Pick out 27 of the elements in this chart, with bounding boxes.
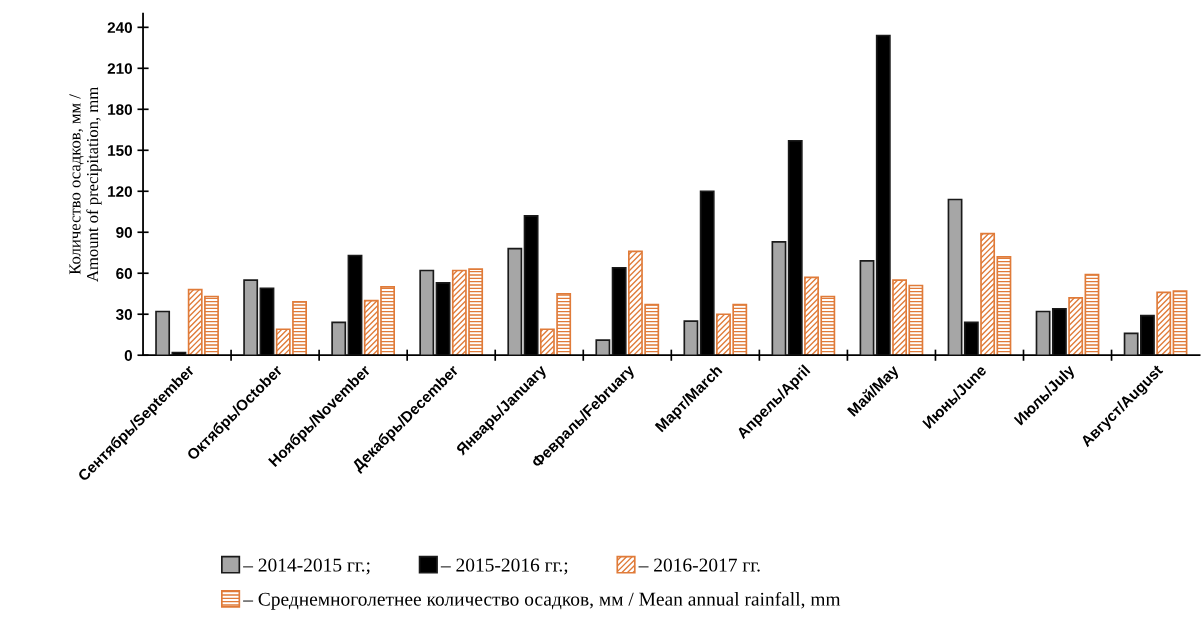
bar [331,321,347,356]
bar [1084,273,1100,356]
y-tick-label: 150 [108,145,132,156]
legend-label: – 2014-2015 гг.; [243,558,370,575]
y-tick-label: 240 [107,22,132,34]
y-tick-label: 60 [116,268,132,279]
y-tick-label: 210 [107,63,132,74]
y-tick-label: 90 [116,227,132,238]
y-tick-label: 30 [115,309,132,320]
y-axis-title: Количество осадков, мм / Amount of precipitation, mm [69,87,102,282]
legend-label: – 2016-2017 гг. [638,558,760,572]
bar [595,339,611,356]
bar [1156,291,1172,356]
legend-label: – Среднемноголетнее количество осадков, мм / Mean annual rainfall, mm [243,591,841,610]
y-tick-label: 0 [124,350,132,361]
bar [683,320,699,356]
bar [1172,290,1188,356]
bar [243,279,259,356]
y-tick-label: 120 [108,186,132,197]
bar [419,269,435,356]
y-tick-label: 180 [108,104,132,115]
bar [947,198,963,356]
bar [1068,296,1084,356]
bar [507,247,523,356]
legend-label: – 2015-2016 гг.; [440,558,568,575]
bar [771,240,787,356]
bar [859,260,875,356]
